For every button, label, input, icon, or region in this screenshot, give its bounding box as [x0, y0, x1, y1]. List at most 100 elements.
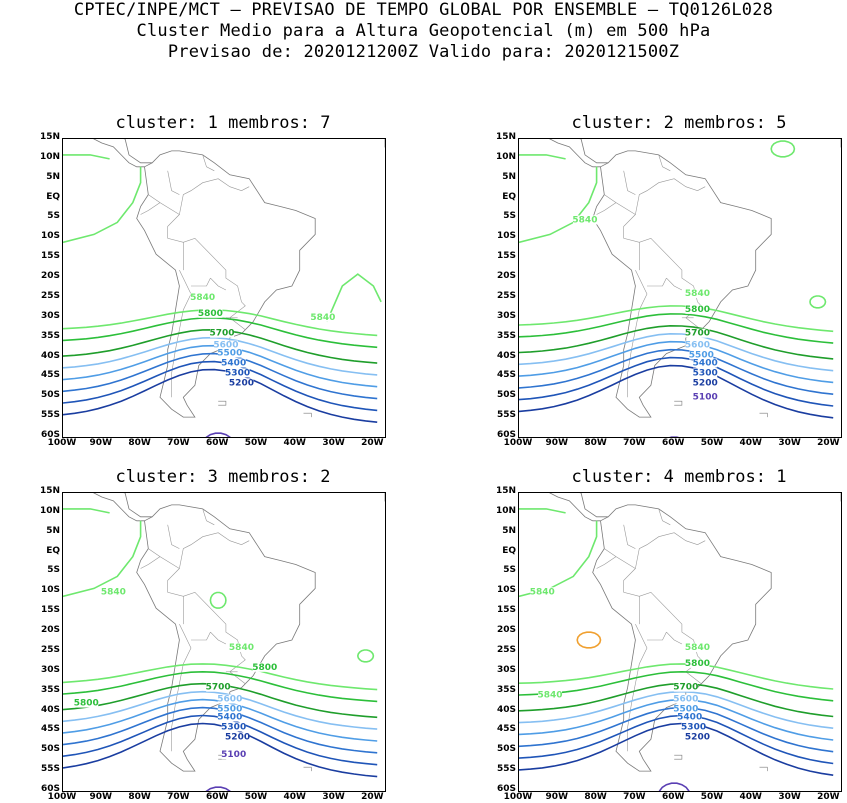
contour-5500 — [519, 340, 834, 384]
coastline-layer — [549, 493, 841, 772]
lat-tick-label: 10N — [39, 505, 60, 516]
contour-label: 5600 — [213, 341, 238, 351]
lon-tick-label: 60W — [205, 792, 229, 802]
country-border — [635, 178, 706, 215]
lat-tick-label: 45S — [40, 370, 60, 381]
lon-tick-label: 30W — [322, 438, 345, 448]
country-border — [179, 532, 250, 569]
country-border — [191, 277, 211, 287]
contour-label: 5700 — [685, 329, 710, 339]
country-border — [635, 532, 706, 569]
contour-5900-loop — [576, 631, 602, 649]
lon-tick-label: 40W — [739, 792, 762, 802]
contour-5300 — [519, 714, 834, 765]
lat-tick-label: 15N — [495, 132, 516, 142]
contour-label: 5840 — [229, 643, 254, 653]
contour-5840-north — [519, 520, 598, 598]
map-frame: 5840 5840 5840 5800 5700 5600 5500 5400 5300 5200 — [518, 492, 842, 792]
lat-tick-label: 15N — [495, 486, 516, 496]
contour-5840-north — [63, 520, 142, 598]
contour-label-background — [689, 350, 714, 360]
contour-5200 — [63, 368, 378, 423]
contour-label-background — [530, 587, 555, 597]
lon-tick-label: 90W — [545, 438, 568, 448]
country-border — [604, 194, 702, 330]
south-america-coastline — [592, 150, 772, 418]
contour-5400 — [519, 348, 834, 395]
contour-label-background — [681, 722, 706, 732]
country-border — [140, 202, 161, 215]
lon-tick-label: 50W — [244, 438, 268, 448]
contour-layer — [63, 508, 378, 791]
lat-tick-label: 15S — [40, 251, 60, 262]
lon-tick-label: 30W — [778, 792, 801, 802]
lat-tick-label: 20S — [40, 625, 60, 636]
lat-tick-label: 30S — [496, 664, 516, 675]
header-line-3: Previsao de: 2020121200Z Valido para: 20… — [167, 42, 680, 62]
contour-label-background — [225, 732, 250, 742]
contour-5840-north — [63, 508, 110, 514]
lon-tick-label: 30W — [778, 438, 801, 448]
contour-5800 — [63, 316, 378, 349]
contour-5800 — [63, 670, 378, 703]
lat-tick-label: 5S — [47, 565, 60, 576]
contour-label: 5700 — [673, 683, 698, 693]
country-border — [647, 277, 667, 287]
lon-tick-label: 70W — [167, 438, 190, 448]
contour-label-background — [213, 340, 238, 350]
lon-tick-label: 100W — [503, 792, 533, 802]
lat-tick-label: 5S — [503, 211, 516, 222]
lat-tick-label: 35S — [496, 330, 516, 341]
contour-label-background — [74, 698, 99, 708]
contour-label-background — [677, 712, 702, 722]
coastline-layer — [549, 139, 841, 418]
lon-tick-label: 70W — [623, 792, 646, 802]
contour-label: 5600 — [217, 695, 242, 705]
contour-label: 5200 — [229, 378, 254, 388]
coastline-layer — [93, 493, 385, 772]
island-outline — [759, 412, 768, 418]
lon-tick-label: 80W — [584, 792, 607, 802]
lat-tick-label: 30S — [40, 310, 60, 321]
contour-label: 5100 — [693, 392, 718, 402]
coastline — [579, 493, 609, 518]
contour-label-background — [693, 368, 718, 378]
lon-tick-label: 50W — [700, 792, 724, 802]
contour-label: 5300 — [693, 368, 718, 378]
contour-label: 5840 — [538, 691, 563, 701]
lat-tick-label: 35S — [496, 684, 516, 695]
contour-label-background — [229, 642, 254, 652]
contour-label-background — [673, 682, 698, 692]
contour-label-background — [229, 378, 254, 388]
island-outline — [218, 400, 227, 406]
contour-label: 5300 — [225, 368, 250, 378]
contour-label-background — [198, 308, 223, 318]
contour-label: 5800 — [685, 659, 710, 669]
island-outline — [759, 766, 768, 772]
lon-tick-label: 70W — [167, 792, 190, 802]
contour-label-background — [685, 658, 710, 668]
contour-label: 5400 — [693, 358, 718, 368]
lat-tick-label: 60S — [40, 784, 60, 794]
contour-closed-loop — [205, 786, 231, 791]
contour-label-background — [101, 587, 126, 597]
coastline — [549, 139, 601, 168]
country-border — [596, 202, 617, 215]
lat-tick-label: 45S — [40, 724, 60, 735]
header-line-1: CPTEC/INPE/MCT — PREVISAO DE TEMPO GLOBA… — [73, 0, 774, 20]
lat-tick-label: 45S — [496, 370, 516, 381]
contour-layer — [63, 154, 382, 437]
south-america-coastline — [136, 150, 316, 418]
contour-label-background — [217, 348, 242, 358]
lat-tick-label: 15S — [40, 605, 60, 616]
lat-tick-label: 10N — [495, 151, 516, 162]
country-border — [210, 277, 227, 291]
lat-tick-label: 10S — [496, 231, 516, 242]
contour-label: 5500 — [217, 349, 242, 359]
